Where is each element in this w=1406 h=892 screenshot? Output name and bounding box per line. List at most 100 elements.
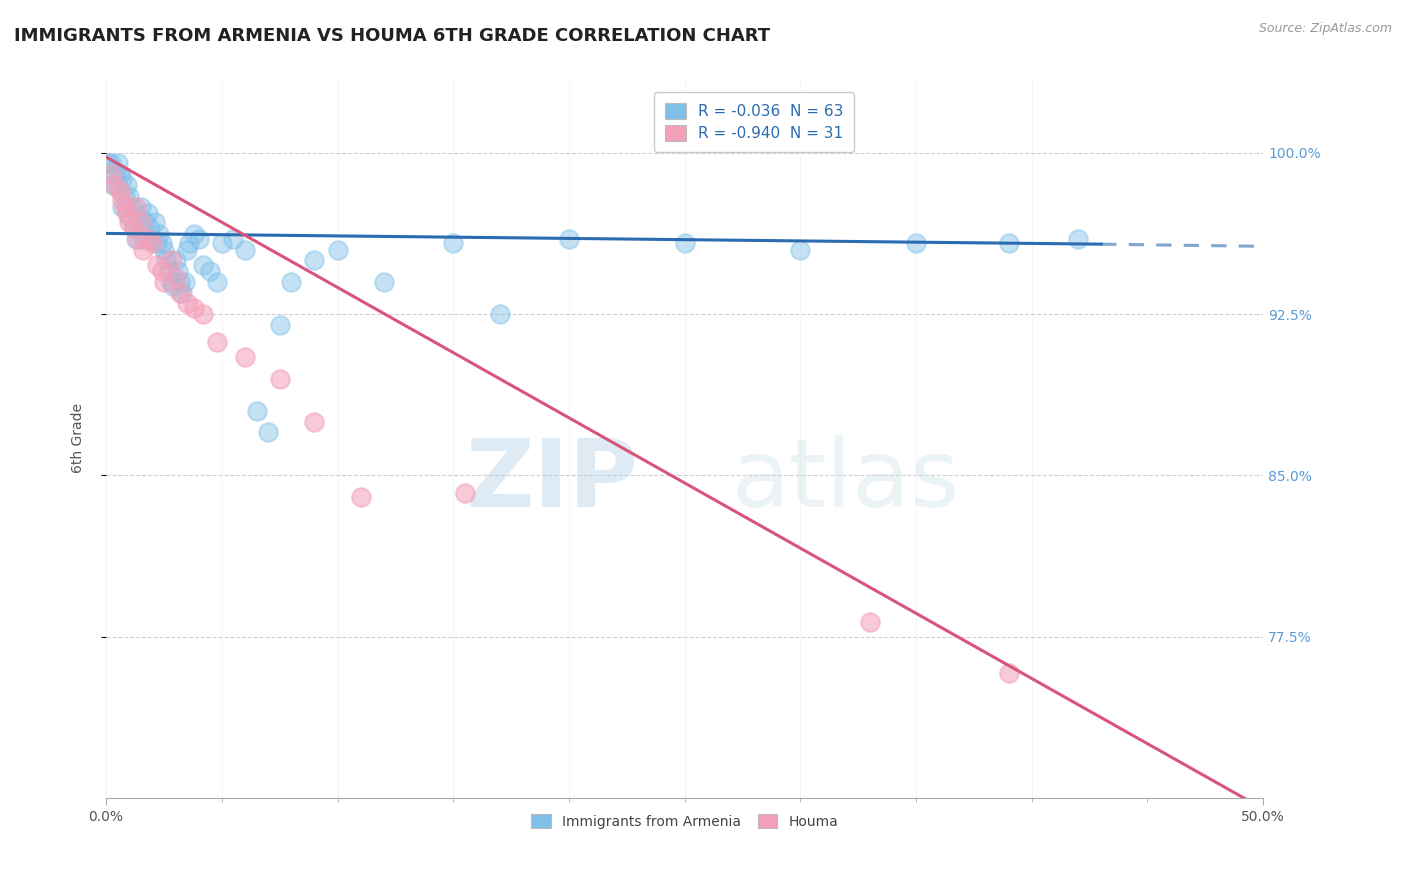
Text: Source: ZipAtlas.com: Source: ZipAtlas.com bbox=[1258, 22, 1392, 36]
Point bbox=[165, 270, 187, 285]
Point bbox=[136, 206, 159, 220]
Point bbox=[150, 236, 173, 251]
Point bbox=[107, 156, 129, 170]
Point bbox=[193, 307, 215, 321]
Point bbox=[132, 232, 155, 246]
Point bbox=[150, 264, 173, 278]
Point bbox=[129, 214, 152, 228]
Point bbox=[176, 243, 198, 257]
Point bbox=[118, 211, 141, 225]
Point bbox=[155, 253, 177, 268]
Point bbox=[304, 253, 326, 268]
Point bbox=[108, 185, 131, 199]
Point bbox=[187, 232, 209, 246]
Point bbox=[176, 296, 198, 310]
Point bbox=[179, 236, 201, 251]
Point bbox=[125, 232, 148, 246]
Point bbox=[134, 214, 156, 228]
Point bbox=[233, 350, 256, 364]
Y-axis label: 6th Grade: 6th Grade bbox=[72, 403, 86, 473]
Point bbox=[141, 236, 163, 251]
Point bbox=[211, 236, 233, 251]
Point bbox=[269, 371, 291, 385]
Text: IMMIGRANTS FROM ARMENIA VS HOUMA 6TH GRADE CORRELATION CHART: IMMIGRANTS FROM ARMENIA VS HOUMA 6TH GRA… bbox=[14, 27, 770, 45]
Legend: Immigrants from Armenia, Houma: Immigrants from Armenia, Houma bbox=[526, 808, 844, 834]
Point bbox=[146, 236, 169, 251]
Point bbox=[280, 275, 302, 289]
Point bbox=[136, 232, 159, 246]
Point bbox=[169, 275, 191, 289]
Point bbox=[100, 167, 122, 181]
Point bbox=[160, 275, 183, 289]
Point bbox=[997, 666, 1019, 681]
Point bbox=[118, 214, 141, 228]
Point bbox=[173, 275, 195, 289]
Point bbox=[166, 264, 188, 278]
Point bbox=[673, 236, 696, 251]
Point bbox=[146, 258, 169, 272]
Point bbox=[169, 285, 191, 300]
Point bbox=[148, 227, 170, 242]
Point bbox=[257, 425, 280, 440]
Point bbox=[100, 156, 122, 170]
Point bbox=[162, 279, 184, 293]
Point bbox=[153, 275, 176, 289]
Point bbox=[373, 275, 395, 289]
Point bbox=[139, 221, 162, 235]
Point bbox=[789, 243, 811, 257]
Point bbox=[183, 301, 205, 315]
Point bbox=[127, 211, 149, 225]
Point bbox=[111, 193, 134, 207]
Point bbox=[454, 485, 477, 500]
Point bbox=[269, 318, 291, 332]
Point bbox=[233, 243, 256, 257]
Point bbox=[121, 200, 143, 214]
Point bbox=[132, 243, 155, 257]
Point bbox=[114, 200, 136, 214]
Point bbox=[125, 200, 148, 214]
Point bbox=[122, 221, 145, 235]
Point bbox=[111, 200, 134, 214]
Point bbox=[205, 275, 228, 289]
Point bbox=[488, 307, 510, 321]
Point bbox=[118, 188, 141, 202]
Point bbox=[304, 415, 326, 429]
Point bbox=[101, 178, 124, 192]
Point bbox=[157, 264, 180, 278]
Point bbox=[104, 178, 127, 192]
Point bbox=[193, 258, 215, 272]
Point bbox=[115, 178, 138, 192]
Point bbox=[222, 232, 245, 246]
Point bbox=[108, 167, 131, 181]
Point bbox=[165, 253, 187, 268]
Point bbox=[111, 171, 134, 186]
Point bbox=[558, 232, 581, 246]
Point bbox=[183, 227, 205, 242]
Text: ZIP: ZIP bbox=[465, 435, 638, 527]
Point bbox=[97, 156, 120, 170]
Point bbox=[115, 206, 138, 220]
Text: atlas: atlas bbox=[731, 435, 959, 527]
Point bbox=[326, 243, 349, 257]
Point bbox=[441, 236, 464, 251]
Point bbox=[997, 236, 1019, 251]
Point bbox=[172, 285, 194, 300]
Point bbox=[104, 167, 127, 181]
Point bbox=[143, 214, 166, 228]
Point bbox=[127, 232, 149, 246]
Point bbox=[905, 236, 928, 251]
Point bbox=[350, 490, 373, 504]
Point bbox=[160, 253, 183, 268]
Point bbox=[200, 264, 222, 278]
Point bbox=[1067, 232, 1090, 246]
Point bbox=[245, 404, 267, 418]
Point bbox=[129, 221, 152, 235]
Point bbox=[153, 243, 176, 257]
Point bbox=[859, 615, 882, 629]
Point bbox=[129, 200, 152, 214]
Point bbox=[122, 221, 145, 235]
Point bbox=[141, 232, 163, 246]
Point bbox=[114, 188, 136, 202]
Point bbox=[205, 334, 228, 349]
Point bbox=[107, 178, 129, 192]
